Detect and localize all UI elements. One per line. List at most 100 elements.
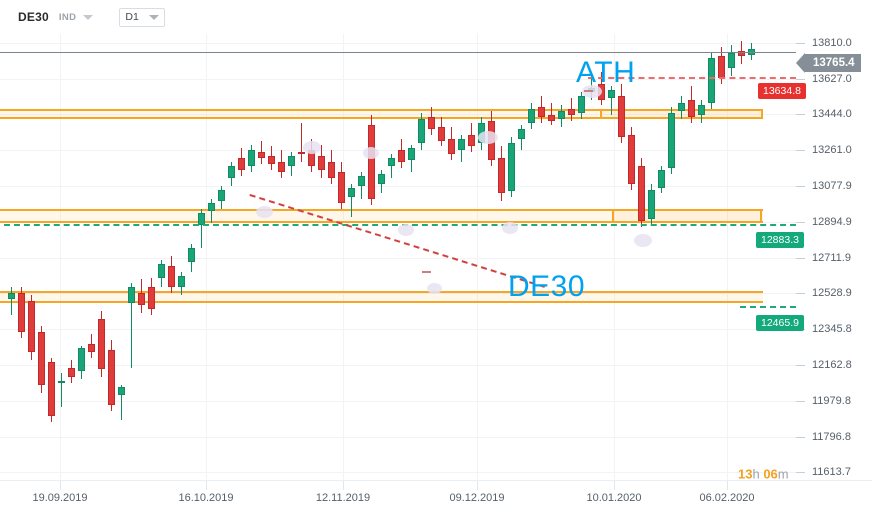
chevron-down-icon[interactable] bbox=[149, 14, 160, 20]
candle-body bbox=[738, 50, 745, 57]
chart-plot-area[interactable]: ATH DE30 bbox=[0, 34, 796, 480]
time-tick-mark bbox=[206, 481, 207, 490]
drawing-anchor-handle[interactable] bbox=[502, 222, 518, 234]
candle-body bbox=[468, 134, 475, 147]
price-tick-label: 12894.9 bbox=[812, 215, 852, 228]
support-line-lower[interactable] bbox=[740, 305, 796, 308]
time-tick-label: 10.01.2020 bbox=[586, 492, 642, 504]
candle-body bbox=[378, 173, 385, 184]
drawing-anchor-handle[interactable] bbox=[256, 206, 273, 218]
drawing-anchor-handle[interactable] bbox=[398, 224, 414, 236]
candle-body bbox=[458, 138, 465, 151]
candle-body bbox=[338, 171, 345, 204]
countdown-hours-unit: h bbox=[752, 466, 764, 482]
timeframe-selector[interactable]: D1 bbox=[119, 7, 166, 27]
candle-body bbox=[168, 265, 175, 288]
price-tick-mark bbox=[796, 257, 805, 259]
price-tick-mark bbox=[796, 436, 805, 438]
price-axis[interactable]: 13810.0 13627.0 13444.0 13261.0 13077.9 12894… bbox=[738, 34, 872, 482]
candle-wick bbox=[131, 283, 133, 368]
symbol-name[interactable]: DE30 bbox=[18, 10, 49, 24]
price-tick-mark bbox=[796, 78, 805, 80]
demand-zone-lower[interactable] bbox=[0, 291, 763, 303]
candle-body bbox=[648, 189, 655, 219]
candle-body bbox=[268, 156, 275, 165]
drawing-anchor-handle[interactable] bbox=[303, 141, 321, 154]
candle-wick bbox=[211, 199, 213, 223]
price-tick-label: 13810.0 bbox=[812, 36, 852, 49]
candle-body bbox=[678, 103, 685, 112]
gridline bbox=[206, 34, 207, 480]
time-tick-label: 16.10.2019 bbox=[178, 492, 234, 504]
supply-zone-upper[interactable] bbox=[0, 109, 763, 120]
countdown-hours: 13 bbox=[738, 466, 753, 482]
price-tick-label: 12345.8 bbox=[812, 323, 852, 336]
price-tick-mark bbox=[796, 42, 805, 44]
price-tick-label: 13261.0 bbox=[812, 144, 852, 157]
drawing-anchor-handle[interactable] bbox=[582, 85, 602, 98]
chart-toolbar: DE30 IND D1 bbox=[0, 0, 872, 34]
candle-body bbox=[518, 128, 525, 139]
time-tick-label: 09.12.2019 bbox=[449, 492, 505, 504]
current-price-badge[interactable]: 13765.4 bbox=[805, 54, 861, 72]
time-tick-mark bbox=[614, 481, 615, 490]
candle-body bbox=[8, 293, 15, 300]
drawing-anchor-handle[interactable] bbox=[363, 147, 379, 159]
demand-zone-middle[interactable] bbox=[0, 209, 763, 223]
zone-handle-box[interactable] bbox=[612, 209, 762, 223]
candle-body bbox=[688, 99, 695, 118]
candle-wick bbox=[121, 385, 123, 421]
candle-body bbox=[318, 156, 325, 170]
bar-countdown-timer: 13h 06m bbox=[738, 467, 789, 482]
drawing-anchor-tick[interactable] bbox=[422, 271, 431, 273]
support-badge-upper[interactable]: 12883.3 bbox=[756, 232, 804, 248]
candle-body bbox=[118, 387, 125, 395]
gridline bbox=[0, 186, 796, 187]
candle-body bbox=[198, 212, 205, 225]
gridline bbox=[343, 34, 344, 480]
support-badge-lower[interactable]: 12465.9 bbox=[756, 315, 804, 331]
candle-body bbox=[78, 347, 85, 372]
text-annotation[interactable]: DE30 bbox=[508, 270, 586, 303]
candle-body bbox=[548, 115, 555, 122]
price-tick-mark bbox=[796, 293, 805, 295]
time-axis[interactable]: 19.09.2019 16.10.2019 12.11.2019 09.12.2019… bbox=[0, 480, 872, 519]
candle-body bbox=[608, 89, 615, 98]
drawing-anchor-tick[interactable] bbox=[584, 90, 593, 92]
candle-body bbox=[208, 203, 215, 212]
candle-body bbox=[408, 148, 415, 161]
candle-body bbox=[618, 95, 625, 137]
price-tick-label: 13444.0 bbox=[812, 108, 852, 121]
price-tick-mark bbox=[796, 221, 805, 223]
candle-body bbox=[538, 107, 545, 118]
candle-body bbox=[558, 111, 565, 120]
gridline bbox=[0, 436, 796, 438]
drawing-anchor-handle[interactable] bbox=[478, 131, 498, 144]
countdown-minutes: 06 bbox=[763, 466, 778, 482]
candle-body bbox=[288, 156, 295, 167]
candle-body bbox=[158, 263, 165, 278]
gridline bbox=[0, 114, 796, 116]
candle-body bbox=[88, 344, 95, 352]
candle-body bbox=[428, 117, 435, 129]
candle-body bbox=[258, 152, 265, 159]
gridline bbox=[477, 34, 478, 480]
text-annotation[interactable]: ATH bbox=[576, 56, 636, 89]
chevron-down-icon[interactable] bbox=[83, 14, 94, 20]
time-tick-label: 19.09.2019 bbox=[32, 492, 88, 504]
drawing-anchor-handle[interactable] bbox=[427, 283, 442, 294]
drawing-anchor-handle[interactable] bbox=[634, 234, 652, 247]
resistance-line[interactable] bbox=[588, 77, 796, 80]
candle-body bbox=[718, 56, 725, 78]
gridline bbox=[0, 472, 796, 474]
gridline bbox=[60, 34, 61, 480]
gridline bbox=[0, 329, 796, 331]
candle-body bbox=[248, 150, 255, 167]
candle-body bbox=[528, 109, 535, 123]
candle-wick bbox=[61, 373, 63, 407]
candle-body bbox=[18, 293, 25, 333]
candle-wick bbox=[301, 123, 303, 163]
candle-body bbox=[708, 58, 715, 104]
resistance-badge[interactable]: 13634.8 bbox=[758, 83, 806, 99]
candle-body bbox=[138, 293, 145, 305]
